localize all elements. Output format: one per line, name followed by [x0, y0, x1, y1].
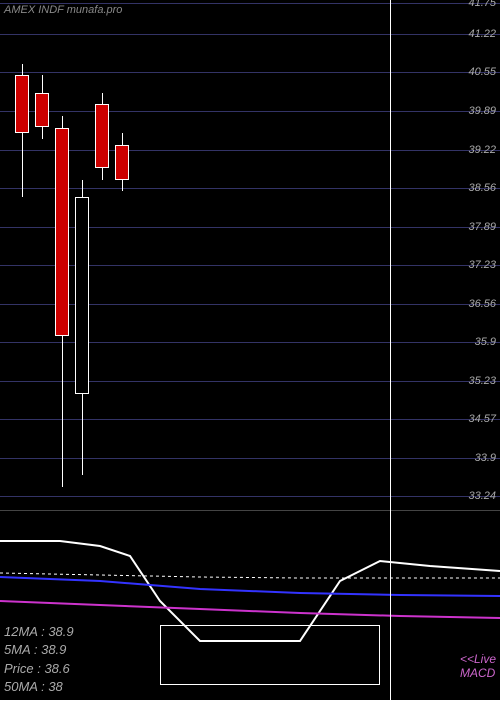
y-axis-tick-label: 41.75	[468, 0, 496, 9]
watermark-text: AMEX INDF munafa.pro	[4, 4, 122, 16]
info-overlay: 12MA : 38.95MA : 38.9Price : 38.650MA : …	[4, 623, 74, 696]
y-axis-tick-label: 41.22	[468, 28, 496, 40]
y-axis-tick-label: 38.56	[468, 182, 496, 194]
y-axis-tick-label: 36.56	[468, 298, 496, 310]
macd-label: <<Live MACD	[460, 652, 496, 680]
macd-label-live: <<Live	[460, 652, 496, 666]
y-axis-tick-label: 40.55	[468, 66, 496, 78]
y-axis-tick-label: 37.89	[468, 221, 496, 233]
info-line: 50MA : 38	[4, 678, 74, 696]
macd-histogram-box	[160, 625, 380, 685]
magenta-ma-line	[0, 601, 500, 618]
cursor-vertical-line	[390, 0, 391, 700]
y-axis-tick-label: 35.23	[468, 375, 496, 387]
info-line: 5MA : 38.9	[4, 641, 74, 659]
chart-container: AMEX INDF munafa.pro 41.75 41.22 40.55 39.8…	[0, 0, 500, 700]
y-axis-tick-label: 34.57	[468, 413, 496, 425]
blue-ma-line	[0, 577, 500, 596]
ma-lines-svg	[0, 1, 500, 701]
y-axis-tick-label: 33.24	[468, 490, 496, 502]
macd-label-macd: MACD	[460, 666, 496, 680]
dotted-ma-line	[0, 573, 500, 578]
info-line: 12MA : 38.9	[4, 623, 74, 641]
info-line: Price : 38.6	[4, 660, 74, 678]
y-axis-tick-label: 33.9	[475, 452, 496, 464]
y-axis-tick-label: 39.89	[468, 105, 496, 117]
y-axis-tick-label: 35.9	[475, 336, 496, 348]
y-axis-tick-label: 39.22	[468, 144, 496, 156]
y-axis-tick-label: 37.23	[468, 259, 496, 271]
